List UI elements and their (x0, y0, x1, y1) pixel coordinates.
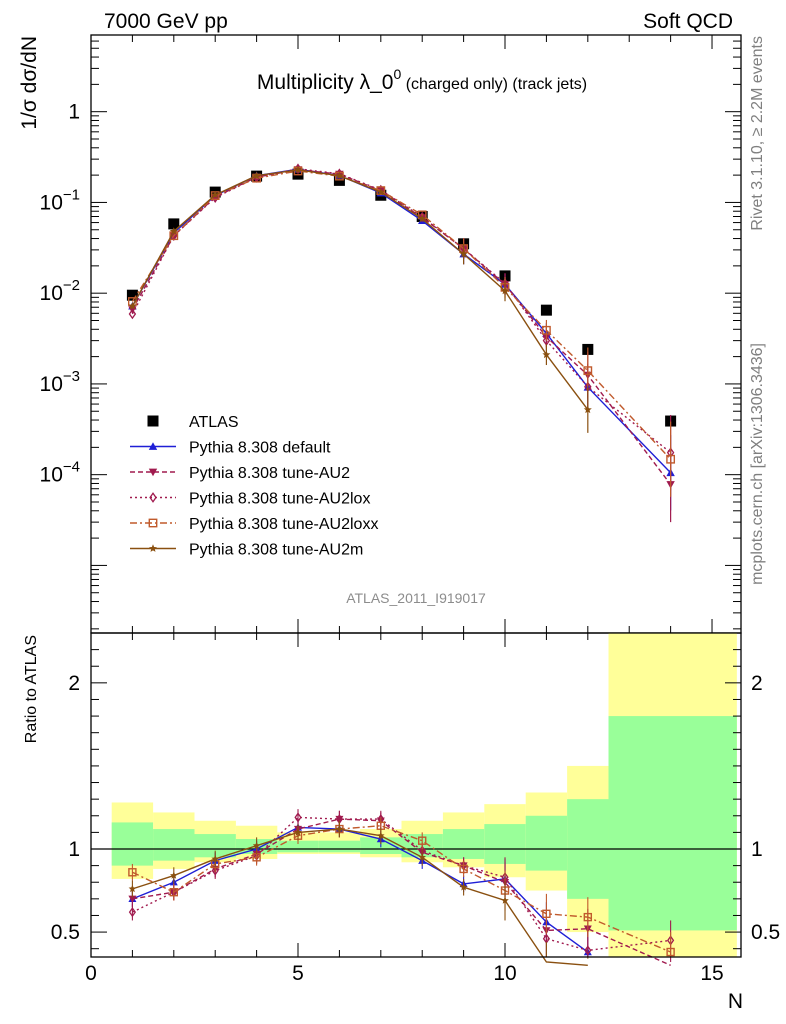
main-y-tick-label: 10−1 (40, 186, 80, 214)
main-data-point (418, 211, 426, 223)
legend-marker (149, 492, 157, 503)
legend-marker (148, 468, 158, 477)
ratio-data-point (459, 883, 468, 891)
ratio-y-tick-label-left: 2 (68, 672, 80, 695)
ratio-data-point (169, 888, 179, 897)
ratio-data-point (252, 841, 261, 849)
ratio-band-inner (525, 815, 568, 871)
ratio-plot-frame (90, 632, 742, 958)
ratio-series-line (132, 826, 589, 953)
ratio-data-point (666, 947, 675, 957)
main-data-point (128, 301, 137, 310)
ratio-y-tick-label-left: 0.5 (51, 921, 80, 944)
main-title: Multiplicity λ_00 (charged only) (track … (257, 66, 587, 94)
main-title-text: Multiplicity λ_0 (257, 71, 394, 94)
ratio-data-point (211, 855, 219, 863)
ratio-data-point (542, 909, 551, 918)
ratio-data-point (584, 945, 592, 956)
main-data-point (294, 165, 302, 174)
ratio-y-axis-label: Ratio to ATLAS (23, 635, 40, 743)
ratio-data-point (418, 853, 426, 861)
ratio-band-inner (608, 716, 737, 931)
main-data-point (252, 171, 261, 180)
x-tick-label: 5 (292, 962, 304, 985)
legend-label: Pythia 8.308 default (189, 440, 331, 457)
main-data-point (126, 289, 138, 301)
ratio-y-tick-label-left: 1 (68, 838, 80, 861)
x-tick-label: 15 (700, 962, 723, 985)
main-y-axis-label: 1/σ dσ/dN (18, 36, 41, 130)
main-data-point (418, 214, 427, 223)
legend-label: Pythia 8.308 tune-AU2lox (189, 491, 370, 508)
main-data-point (169, 227, 178, 235)
main-title-suffix: (charged only) (track jets) (401, 76, 587, 93)
legend-label: ATLAS (189, 414, 239, 431)
ratio-data-point (335, 825, 344, 833)
legend-label: Pythia 8.308 tune-AU2loxx (189, 516, 378, 533)
ratio-band-inner (153, 829, 195, 861)
ratio-series-line (132, 828, 588, 967)
ratio-data-point (294, 812, 302, 823)
ratio-data-point (294, 828, 302, 836)
ratio-data-point (377, 831, 385, 839)
ratio-data-point (459, 864, 468, 874)
main-data-point (666, 454, 676, 464)
main-data-point (376, 187, 385, 196)
main-y-tick-label: 10−4 (40, 459, 80, 487)
ratio-data-point (211, 865, 219, 876)
ratio-band-inner (442, 829, 485, 859)
x-axis-label: N (728, 990, 743, 1013)
ratio-band-inner (318, 840, 361, 853)
x-tick-label: 0 (85, 962, 97, 985)
ratio-data-point (128, 868, 137, 877)
ratio-data-point (128, 884, 137, 893)
mcplots-label: mcplots.cern.ch [arXiv:1306.3436] (749, 343, 766, 585)
ratio-data-point (128, 907, 136, 918)
main-data-point (459, 249, 468, 258)
main-data-point (168, 218, 180, 230)
ratio-y-tick-label-right: 2 (751, 672, 763, 695)
header-left: 7000 GeV pp (104, 10, 228, 33)
ratio-band-inner (111, 822, 154, 866)
main-data-point (583, 405, 592, 414)
ratio-data-point (170, 871, 178, 879)
legend-marker (149, 544, 157, 552)
legend-marker (148, 518, 158, 528)
main-series-line (131, 169, 589, 411)
analysis-watermark: ATLAS_2011_I919017 (346, 590, 486, 606)
ratio-y-tick-label-right: 0.5 (751, 921, 780, 944)
ratio-data-point (418, 836, 427, 845)
ratio-band-inner (194, 834, 236, 858)
legend-label: Pythia 8.308 tune-AU2m (189, 542, 363, 559)
main-data-point (540, 304, 552, 316)
rivet-label: Rivet 3.1.10, ≥ 2.2M events (749, 36, 766, 231)
main-data-point (211, 190, 220, 199)
ratio-data-point (583, 912, 593, 922)
main-data-point (335, 171, 344, 180)
main-data-point (128, 308, 137, 320)
legend-marker (147, 415, 159, 427)
ratio-data-point (501, 896, 509, 904)
main-series-line (131, 168, 672, 485)
ratio-y-tick-label-right: 1 (751, 838, 763, 861)
ratio-data-point (128, 895, 137, 903)
legend-label: Pythia 8.308 tune-AU2 (189, 465, 350, 482)
legend-marker (148, 442, 158, 450)
main-data-point (542, 325, 551, 335)
main-y-tick-label: 10−3 (40, 368, 80, 396)
main-y-tick-label: 1 (68, 101, 80, 124)
x-tick-label: 10 (493, 962, 516, 985)
main-data-point (501, 286, 509, 295)
header-right: Soft QCD (643, 10, 733, 33)
main-y-tick-label: 10−2 (40, 277, 80, 305)
main-title-superscript: 0 (393, 66, 401, 82)
main-data-point (583, 366, 593, 376)
ratio-band-inner (277, 840, 319, 853)
main-data-point (542, 350, 551, 359)
